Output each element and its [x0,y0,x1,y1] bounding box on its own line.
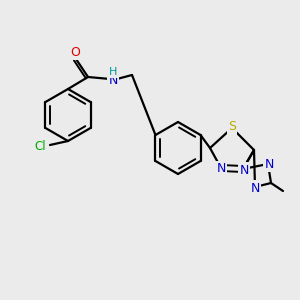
Text: H: H [109,67,117,77]
Text: S: S [228,121,236,134]
Text: N: N [239,164,249,176]
Text: N: N [108,74,118,86]
Text: Cl: Cl [34,140,46,154]
Text: N: N [264,158,274,170]
Text: N: N [250,182,260,194]
Text: O: O [70,46,80,59]
Text: N: N [216,163,226,176]
